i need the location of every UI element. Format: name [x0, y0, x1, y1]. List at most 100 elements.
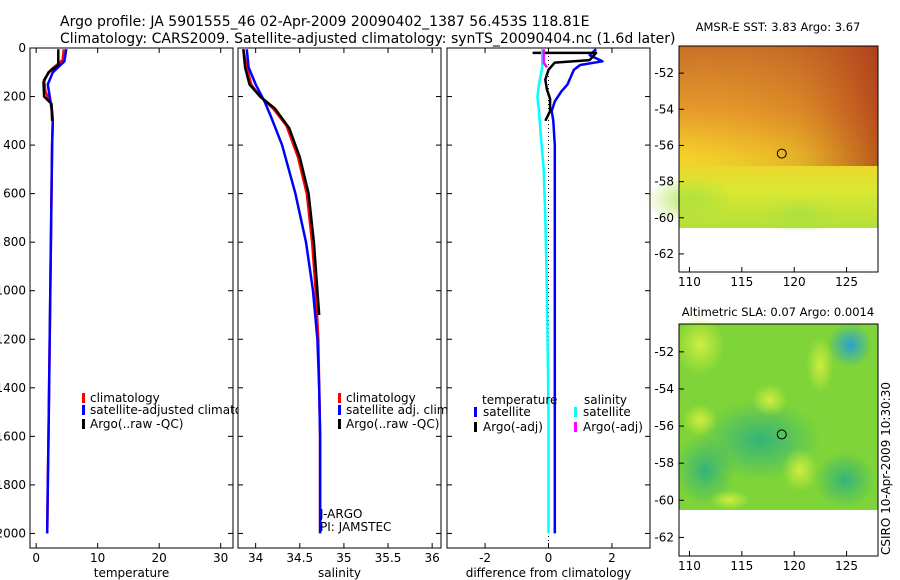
sla-axes: 110 115 120 125 -52 -54 -56 -58 -60 -62 [654, 323, 879, 573]
x-tick-label: 125 [835, 559, 858, 573]
sla-map-title: Altimetric SLA: 0.07 Argo: 0.0014 [682, 305, 874, 319]
map-axes-box [678, 323, 879, 557]
y-tick-label: -52 [654, 345, 674, 359]
legend-label: satellite [583, 405, 631, 419]
sst-cool-patch [645, 175, 735, 225]
y-tick-label: -62 [654, 247, 674, 261]
x-axis-label: salinity [318, 566, 361, 580]
sst-axes: 110 115 120 125 -52 -54 -56 -58 -60 -62 [654, 45, 879, 289]
x-tick-label: 2 [608, 551, 616, 565]
title-line-1: Argo profile: JA 5901555_46 02-Apr-2009 … [60, 14, 589, 30]
y-tick-label: 2000 [0, 526, 26, 540]
x-tick-label: 110 [678, 559, 701, 573]
legend-swatch [82, 393, 85, 403]
legend-label: Argo(..raw -QC) [90, 417, 183, 431]
x-tick-label: 36 [425, 551, 440, 565]
x-tick-label: 120 [783, 559, 806, 573]
temperature-axes-box [29, 47, 234, 549]
y-tick-label: -58 [654, 175, 674, 189]
sst-map-title: AMSR-E SST: 3.83 Argo: 3.67 [696, 20, 861, 34]
x-tick-label: 115 [730, 559, 753, 573]
x-tick-label: 30 [213, 551, 228, 565]
map-axes-box [678, 45, 879, 273]
legend-swatch [474, 407, 477, 417]
legend-swatch [338, 419, 341, 429]
y-tick-label: 0 [18, 41, 26, 55]
x-tick-label: 125 [835, 275, 858, 289]
series-line-argo-raw-qc- [242, 49, 321, 316]
y-tick-label: 400 [3, 138, 26, 152]
legend-label: Argo(-adj) [583, 420, 643, 434]
legend-label: Argo(-adj) [483, 420, 543, 434]
y-tick-label: -54 [654, 382, 674, 396]
x-axis-label: difference from climatology [466, 566, 632, 580]
title-line-2: Climatology: CARS2009. Satellite-adjuste… [60, 31, 675, 47]
legend-header-temperature: temperature [482, 393, 557, 407]
sst-heatmap [645, 46, 878, 233]
y-tick-label: 600 [3, 187, 26, 201]
legend-swatch [338, 405, 341, 415]
y-tick-label: 1400 [0, 381, 26, 395]
y-tick-label: -56 [654, 419, 674, 433]
legend-swatch [338, 393, 341, 403]
y-tick-label: -52 [654, 66, 674, 80]
x-tick-label: 10 [90, 551, 105, 565]
legend-label: satellite [483, 405, 531, 419]
y-tick-label: 1800 [0, 478, 26, 492]
sla-high-patch [806, 337, 834, 393]
legend-label: Argo(..raw -QC) [346, 417, 439, 431]
legend-label: climatology [90, 391, 160, 405]
salinity-plot-area: 34 34.5 35 35.5 36 salinity climatologysatelli… [238, 47, 452, 580]
sla-heatmap [675, 315, 878, 510]
y-tick-label: 200 [3, 90, 26, 104]
y-tick-label: -60 [654, 493, 674, 507]
argo-location-marker [776, 148, 787, 159]
argo-location-marker [776, 429, 787, 440]
sla-map-panel: Altimetric SLA: 0.07 Argo: 0.0014 110 115… [654, 305, 879, 573]
y-tick-label: -54 [654, 102, 674, 116]
y-tick-label: 1000 [0, 284, 26, 298]
y-tick-label: 1200 [0, 332, 26, 346]
x-tick-label: 20 [152, 551, 167, 565]
x-tick-label: 120 [783, 275, 806, 289]
x-tick-label: 0 [32, 551, 40, 565]
series-line-salinity-satellite [536, 49, 550, 534]
x-tick-label: -2 [479, 551, 491, 565]
sla-high-patch [752, 384, 788, 416]
series-line-satellite-adj-clim- [245, 49, 322, 534]
y-tick-label: -60 [654, 211, 674, 225]
annotation-program: J-ARGO [319, 507, 362, 521]
annotation-pi: PI: JAMSTEC [320, 520, 391, 534]
legend-swatch [82, 419, 85, 429]
x-tick-label: 115 [730, 275, 753, 289]
x-tick-label: 35 [336, 551, 351, 565]
x-tick-label: 110 [678, 275, 701, 289]
legend-header-salinity: salinity [584, 393, 627, 407]
x-tick-label: 0 [545, 551, 553, 565]
temperature-panel: 0 10 20 30 0 200 400 600 800 1000 1200 1400 1600 1800… [0, 41, 260, 580]
series-line-argo-raw-qc- [42, 49, 60, 121]
sst-cool-patch [760, 197, 840, 233]
temperature-plot-area: 0 10 20 30 0 200 400 600 800 1000 1200 1400 1600 1800… [0, 41, 260, 580]
y-tick-label: -62 [654, 530, 674, 544]
legend-label: satellite adj. clim. [346, 403, 452, 417]
series-line-temperature-argo-adj- [532, 51, 598, 122]
legend-swatch [82, 405, 85, 415]
sla-high-patch [710, 490, 750, 510]
sst-map-panel: AMSR-E SST: 3.83 Argo: 3.67 110 115 120 125… [645, 20, 879, 289]
sla-high-patch [682, 404, 718, 436]
series-line-satellite-adjusted-climatolog [45, 49, 68, 534]
legend-label: climatology [346, 391, 416, 405]
series-line-temperature-satellite [550, 48, 604, 534]
y-tick-label: -58 [654, 456, 674, 470]
x-tick-label: 34 [248, 551, 263, 565]
legend-swatch [574, 422, 577, 432]
sst-warm-patch [679, 46, 878, 166]
y-tick-label: 1600 [0, 429, 26, 443]
sla-low-patch [675, 435, 735, 505]
sla-high-patch [782, 448, 818, 492]
salinity-panel: 34 34.5 35 35.5 36 salinity climatologysatelli… [237, 47, 452, 580]
